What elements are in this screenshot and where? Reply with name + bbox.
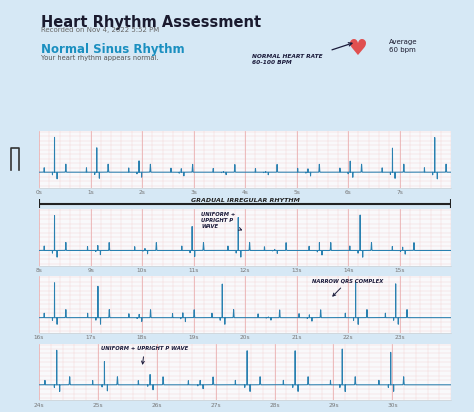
Text: Recorded on Nov 4, 2022 5:52 PM: Recorded on Nov 4, 2022 5:52 PM <box>41 27 160 33</box>
Text: Heart Rhythm Assessment: Heart Rhythm Assessment <box>41 15 261 30</box>
Text: NORMAL HEART RATE
60-100 BPM: NORMAL HEART RATE 60-100 BPM <box>252 54 322 65</box>
Text: GRADUAL IRREGULAR RHYTHM: GRADUAL IRREGULAR RHYTHM <box>191 199 300 204</box>
Text: Your heart rhythm appears normal.: Your heart rhythm appears normal. <box>41 55 159 61</box>
Text: UNIFORM +
UPRIGHT P
WAVE: UNIFORM + UPRIGHT P WAVE <box>201 212 242 230</box>
Text: NARROW QRS COMPLEX: NARROW QRS COMPLEX <box>312 278 383 296</box>
Text: UNIFORM + UPRIGHT P WAVE: UNIFORM + UPRIGHT P WAVE <box>101 346 188 364</box>
Text: Average
60 bpm: Average 60 bpm <box>389 39 418 53</box>
Text: Normal Sinus Rhythm: Normal Sinus Rhythm <box>41 43 185 56</box>
Text: ♥: ♥ <box>348 39 368 59</box>
